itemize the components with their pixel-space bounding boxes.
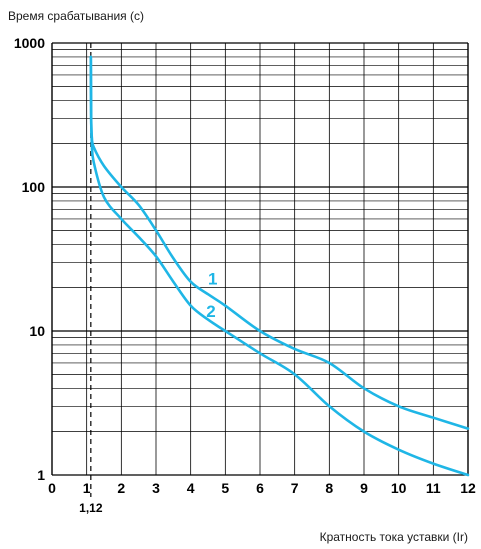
x-tick-label: 4 bbox=[187, 480, 195, 496]
curve-2 bbox=[89, 55, 470, 477]
x-tick-label: 12 bbox=[460, 480, 476, 496]
x-tick-label: 5 bbox=[221, 480, 229, 496]
x-tick-label: 1 bbox=[83, 480, 91, 496]
curve-label-2: 2 bbox=[206, 302, 215, 321]
x-tick-label: 7 bbox=[291, 480, 299, 496]
x-tick-label: 3 bbox=[152, 480, 160, 496]
x-tick-label: 8 bbox=[325, 480, 333, 496]
y-tick-label: 100 bbox=[22, 179, 46, 195]
x-tick-label: 0 bbox=[48, 480, 56, 496]
curve-label-1: 1 bbox=[208, 270, 217, 289]
reference-line-label: 1,12 bbox=[79, 501, 103, 515]
x-tick-label: 10 bbox=[391, 480, 407, 496]
y-tick-label: 1 bbox=[37, 467, 45, 483]
x-tick-label: 11 bbox=[426, 480, 441, 496]
series-group: 12 bbox=[89, 55, 470, 477]
x-tick-label: 9 bbox=[360, 480, 368, 496]
x-tick-label: 6 bbox=[256, 480, 264, 496]
x-tick-label: 2 bbox=[117, 480, 125, 496]
grid bbox=[51, 42, 469, 476]
y-tick-label: 10 bbox=[29, 323, 45, 339]
x-axis-title: Кратность тока уставки (Ir) bbox=[320, 530, 468, 544]
curve-1 bbox=[89, 55, 470, 430]
y-tick-label: 1000 bbox=[14, 35, 45, 51]
y-axis-title: Время срабатывания (с) bbox=[8, 9, 144, 23]
